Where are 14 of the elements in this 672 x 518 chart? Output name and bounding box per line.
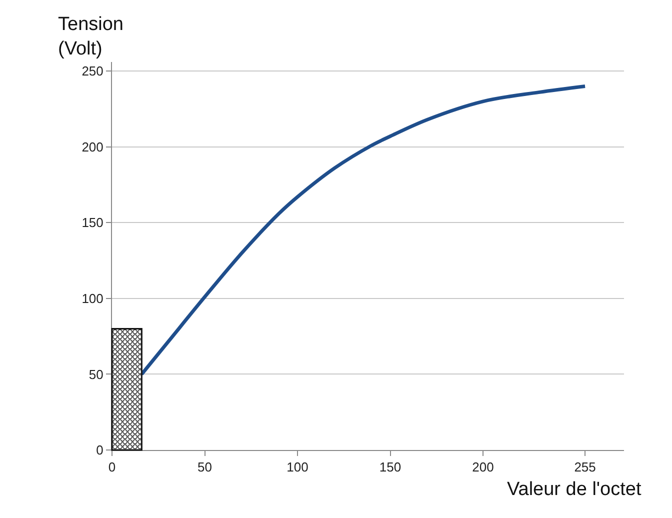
x-tick-label: 255	[574, 460, 596, 475]
x-axis-title: Valeur de l'octet	[507, 479, 642, 500]
x-tick-label: 50	[198, 460, 212, 475]
y-tick-label: 50	[88, 366, 104, 382]
x-tick-label: 150	[379, 460, 402, 475]
x-tick-label: 100	[286, 460, 308, 475]
y-tick-label: 150	[82, 215, 104, 230]
y-tick-label: 100	[82, 290, 104, 306]
x-tick-label: 0	[108, 460, 116, 475]
y-tick-label: 250	[82, 64, 104, 79]
y-tick-label: 200	[82, 139, 104, 154]
x-tick-label: 200	[472, 460, 494, 475]
y-axis-title: Tension (Volt)	[58, 14, 124, 60]
y-tick-label: 0	[96, 442, 104, 458]
